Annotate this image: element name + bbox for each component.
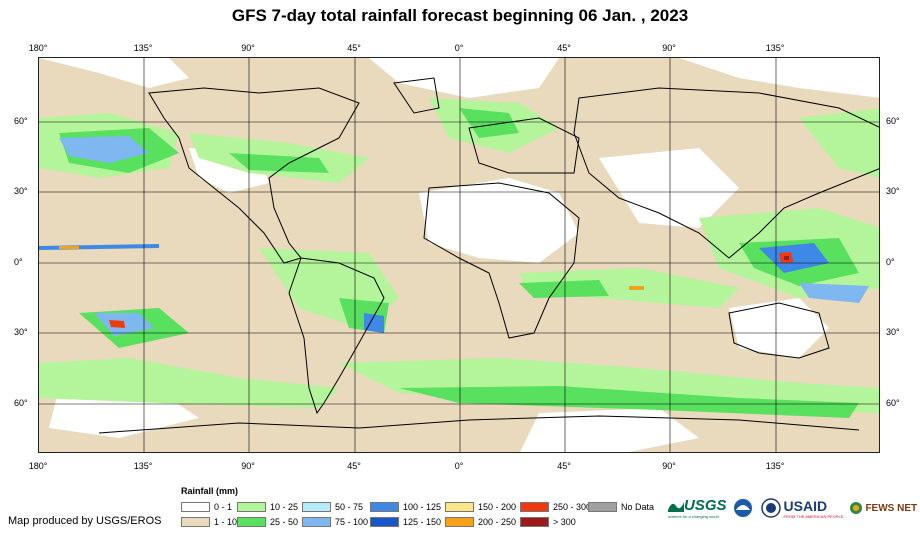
lat-label-right: 30° — [886, 327, 900, 337]
legend-swatch — [520, 502, 549, 512]
lat-label-left: 60° — [14, 116, 28, 126]
legend-swatch — [237, 502, 266, 512]
legend-swatch — [520, 517, 549, 527]
lon-label-top: 45° — [347, 43, 361, 53]
lat-label-left: 0° — [14, 257, 23, 267]
lon-label-top: 135° — [133, 43, 153, 53]
noaa-logo-icon — [733, 499, 752, 517]
lat-label-left: 60° — [14, 398, 28, 408]
legend-swatch — [181, 502, 210, 512]
legend-item: No Data — [588, 502, 654, 512]
lat-label-right: 0° — [886, 257, 895, 267]
legend-item: 50 - 75 — [302, 502, 363, 512]
legend-swatch — [370, 502, 399, 512]
lon-label-bottom: 135° — [765, 461, 785, 471]
coastlines — [98, 77, 879, 434]
usaid-seal-icon — [760, 498, 781, 518]
map-title: GFS 7-day total rainfall forecast beginn… — [231, 6, 689, 25]
legend-label: 0 - 1 — [214, 502, 233, 512]
lat-label-right: 60° — [886, 116, 900, 126]
legend-swatch — [181, 517, 210, 527]
legend-swatch — [237, 517, 266, 527]
usgs-text: USGS — [684, 497, 727, 514]
legend-title: Rainfall (mm) — [181, 486, 239, 496]
usgs-wave-icon — [668, 501, 684, 512]
extreme-rain-areas — [59, 246, 793, 328]
map-credit: Map produced by USGS/EROS — [8, 515, 162, 527]
legend-label: 75 - 100 — [335, 517, 369, 527]
lon-label-top: 90° — [241, 43, 255, 53]
lon-label-bottom: 90° — [662, 461, 676, 471]
usgs-logo: USGS science for a changing world — [668, 497, 727, 519]
legend-item: 150 - 200 — [445, 502, 516, 512]
legend-item: 100 - 125 — [370, 502, 441, 512]
rainfall-map[interactable] — [38, 57, 880, 453]
legend-label: 25 - 50 — [270, 517, 299, 527]
lon-label-top: 135° — [765, 43, 785, 53]
legend-label: No Data — [621, 502, 655, 512]
legend-swatch — [588, 502, 617, 512]
lat-label-left: 30° — [14, 186, 28, 196]
usgs-tagline: science for a changing world — [668, 514, 719, 519]
legend-label: 125 - 150 — [403, 517, 442, 527]
lon-label-top: 45° — [557, 43, 571, 53]
lon-label-bottom: 0° — [454, 461, 464, 471]
lon-label-bottom: 45° — [347, 461, 361, 471]
lon-label-bottom: 135° — [133, 461, 153, 471]
legend-label: > 300 — [553, 517, 576, 527]
lon-label-top: 180° — [28, 43, 48, 53]
legend-swatch — [302, 517, 331, 527]
legend-label: 200 - 250 — [478, 517, 517, 527]
lon-label-bottom: 180° — [28, 461, 48, 471]
legend-swatch — [302, 502, 331, 512]
rainfall-map-graphic — [39, 58, 879, 452]
legend-item: > 300 — [520, 517, 576, 527]
fews-net-icon — [850, 502, 863, 514]
legend-label: 1 - 10 — [214, 517, 238, 527]
legend-label: 100 - 125 — [403, 502, 442, 512]
legend-label: 250 - 300 — [553, 502, 592, 512]
legend-item: 10 - 25 — [237, 502, 298, 512]
legend-swatch — [445, 517, 474, 527]
legend-item: 75 - 100 — [302, 517, 368, 527]
legend-label: 150 - 200 — [478, 502, 517, 512]
lon-label-top: 0° — [454, 43, 464, 53]
usaid-tagline: FROM THE AMERICAN PEOPLE — [783, 513, 844, 519]
legend-item: 0 - 1 — [181, 502, 232, 512]
usaid-text: USAID — [783, 497, 828, 514]
legend-label: 10 - 25 — [270, 502, 299, 512]
lat-label-right: 60° — [886, 398, 900, 408]
legend-item: 1 - 10 — [181, 517, 237, 527]
agency-logos: USGS science for a changing world USAID … — [668, 497, 917, 519]
graticule — [39, 58, 879, 452]
legend-label: 50 - 75 — [335, 502, 364, 512]
legend-item: 125 - 150 — [370, 517, 441, 527]
legend-item: 250 - 300 — [520, 502, 591, 512]
lon-label-bottom: 90° — [241, 461, 255, 471]
lat-label-left: 30° — [14, 327, 28, 337]
legend-item: 200 - 250 — [445, 517, 516, 527]
lon-label-top: 90° — [662, 43, 676, 53]
lat-label-right: 30° — [886, 186, 900, 196]
fews-net-text: FEWS NET — [865, 502, 918, 514]
legend-item: 25 - 50 — [237, 517, 298, 527]
legend-swatch — [445, 502, 474, 512]
legend-swatch — [370, 517, 399, 527]
usaid-logo: USAID FROM THE AMERICAN PEOPLE — [784, 498, 844, 519]
lon-label-bottom: 45° — [557, 461, 571, 471]
